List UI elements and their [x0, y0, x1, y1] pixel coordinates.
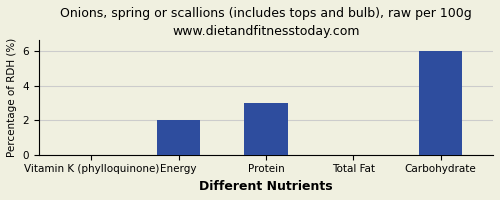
Title: Onions, spring or scallions (includes tops and bulb), raw per 100g
www.dietandfi: Onions, spring or scallions (includes to…: [60, 7, 472, 38]
Bar: [157, 120, 200, 155]
Bar: [244, 103, 288, 155]
Y-axis label: Percentage of RDH (%): Percentage of RDH (%): [7, 38, 17, 157]
X-axis label: Different Nutrients: Different Nutrients: [199, 180, 333, 193]
Bar: [419, 51, 463, 155]
